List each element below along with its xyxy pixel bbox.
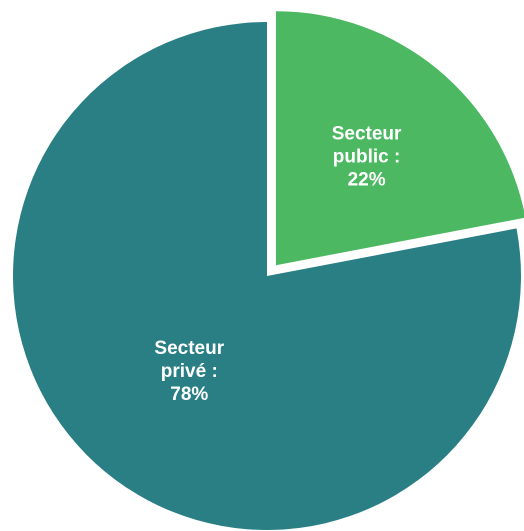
pie-slice-label-line: Secteur <box>332 124 402 145</box>
pie-slice-label-line: 22% <box>348 170 386 191</box>
pie-slice-label-line: 78% <box>170 384 208 405</box>
pie-slice-label-line: privé : <box>161 361 218 382</box>
pie-slice-label-line: Secteur <box>154 338 224 359</box>
pie-slice-1 <box>13 22 521 530</box>
pie-slice-0 <box>275 11 524 266</box>
pie-slice-label-line: public : <box>333 147 401 168</box>
pie-slice-label-0: Secteur public :22% <box>332 124 402 191</box>
pie-slice-label-1: Secteur privé :78% <box>154 338 224 405</box>
pie-labels: Secteur public :22%Secteur privé :78% <box>154 124 402 405</box>
pie-slices <box>13 11 524 530</box>
